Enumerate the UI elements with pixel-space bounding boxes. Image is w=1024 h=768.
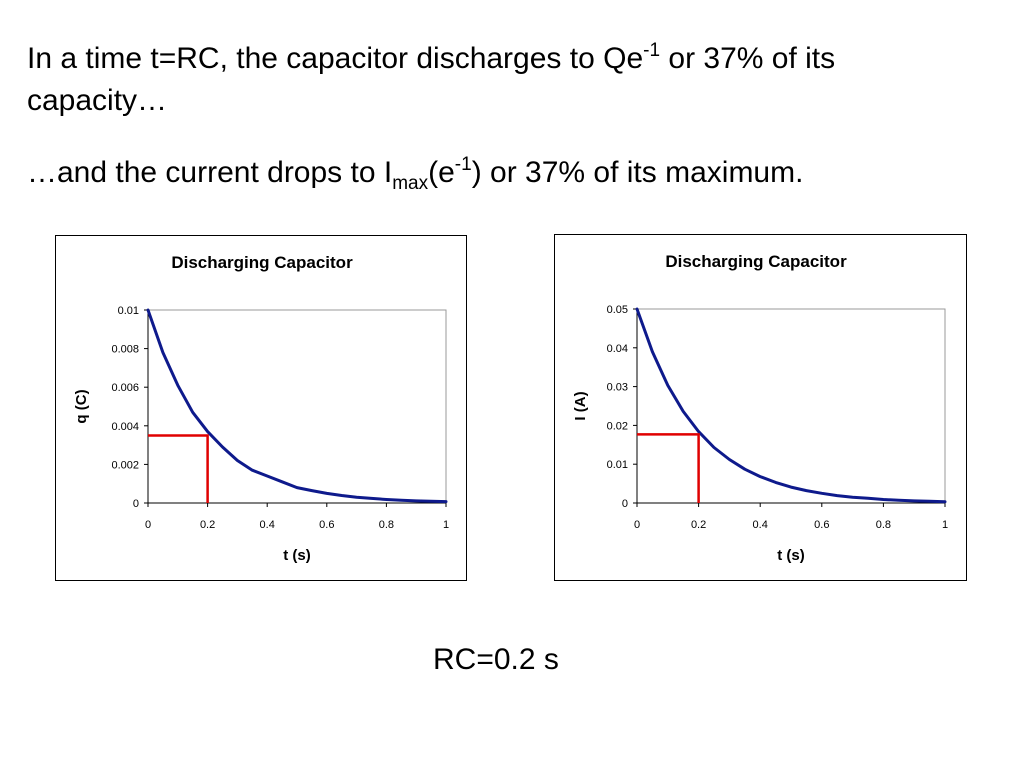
y-tick-label: 0.01 [118,305,139,317]
y-tick-label: 0.002 [111,459,139,471]
y-tick-label: 0.004 [111,421,139,433]
y-tick-label: 0.05 [607,304,628,316]
time-constant-marker [637,433,700,503]
decay-curve [146,308,448,504]
x-axis-label: t (s) [777,547,805,564]
y-tick-label: 0.006 [111,382,139,394]
x-tick-label: 0 [145,519,151,531]
y-tick-label: 0.008 [111,344,139,356]
heading-line-1-suffix: or 37% of its [660,42,836,75]
x-tick-label: 0.6 [319,519,334,531]
y-tick-label: 0.04 [607,343,628,355]
current-chart: Discharging Capacitor 0 0.01 0.02 0.03 0.04 0.… [554,234,967,581]
x-tick-label: 0.4 [260,519,275,531]
chart-title: Discharging Capacitor [171,253,353,272]
rc-note: RC=0.2 s [433,643,559,676]
heading-line-3-prefix: …and the current drops to I [27,156,393,189]
chart-title: Discharging Capacitor [665,252,847,271]
x-tick-label: 0.8 [379,519,394,531]
heading-line-1-superscript: -1 [643,40,661,61]
y-tick-label: 0.01 [607,459,628,471]
x-tick-label: 0.2 [691,519,706,531]
heading-line-3-superscript: -1 [454,154,472,175]
x-tick-label: 0.6 [814,519,829,531]
y-tick-label: 0.03 [607,382,628,394]
chart-frame [55,235,467,581]
x-tick-label: 0.4 [753,519,768,531]
y-axis-label: q (C) [73,389,90,423]
heading-line-1-prefix: In a time t=RC, the capacitor discharges… [27,42,644,75]
heading-line-3-subscript: max [392,173,429,194]
chart-frame [554,234,967,581]
decay-curve [635,307,947,504]
heading-line-2: capacity… [27,84,168,117]
x-tick-label: 0.8 [876,519,891,531]
charge-chart: Discharging Capacitor 0 0.002 0.004 0.006 0.0… [55,235,467,581]
heading-line-1: In a time t=RC, the capacitor discharges… [27,40,836,76]
y-axis-label: I (A) [572,391,589,420]
y-tick-label: 0.02 [607,420,628,432]
heading-line-3-suffix: ) or 37% of its maximum. [471,156,804,189]
x-tick-label: 0 [634,519,640,531]
y-tick-label: 0 [622,498,628,510]
y-tick-label: 0 [133,498,139,510]
x-tick-label: 1 [942,519,948,531]
x-tick-label: 1 [443,519,449,531]
x-tick-label: 0.2 [200,519,215,531]
heading-line-3-mid: (e [428,156,455,189]
x-axis-label: t (s) [283,547,311,564]
time-constant-marker [148,434,209,503]
heading-line-3: …and the current drops to Imax(e-1) or 3… [27,154,804,193]
